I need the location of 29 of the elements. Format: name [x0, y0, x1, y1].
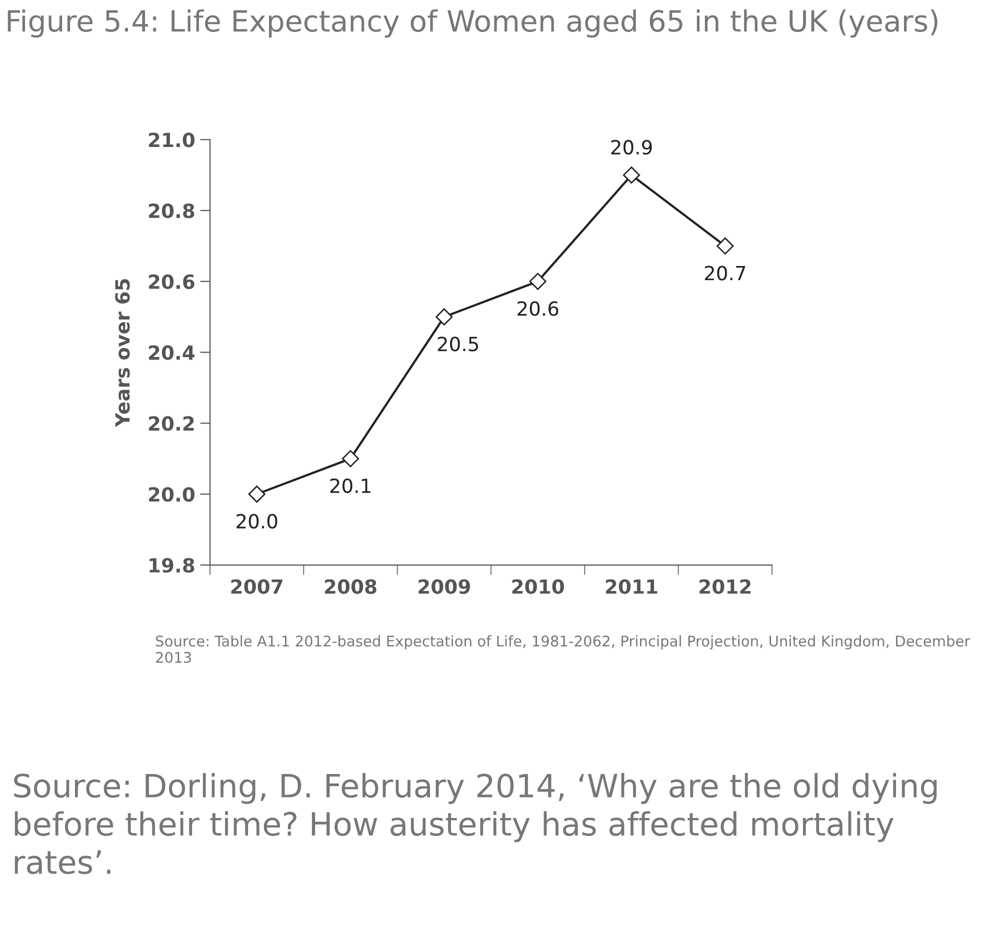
y-axis-title: Years over 65	[115, 279, 130, 428]
source-note: Source: Dorling, D. February 2014, ‘Why are the old dying before their time? How austerity has affected mortality rates’.	[14, 773, 937, 874]
data-label: 20.1	[330, 478, 370, 494]
point	[342, 450, 360, 468]
y-tick-label: 20.2	[148, 416, 194, 431]
y-tick-label: 20.6	[148, 274, 194, 290]
x-tick-label: 2007	[231, 579, 282, 594]
y-tick-label: 20.4	[148, 345, 195, 360]
y-tick-label: 20.8	[148, 203, 194, 218]
y-tick-label: 21.0	[148, 132, 194, 148]
data-label: 20.7	[704, 266, 746, 280]
data-label: 20.6	[518, 301, 558, 316]
point	[529, 272, 546, 290]
point	[622, 166, 640, 184]
source-note: Source: Table A1.1 2012-based Expectation of Life, 1981-2062, Principal Projection, United Kingdom, December 2013	[156, 635, 970, 663]
y-tick-label: 19.8	[150, 558, 194, 573]
point	[436, 308, 453, 326]
chart-title: Figure 5.4: Life Expectancy of Women aged 65 in the UK (years)	[8, 9, 938, 38]
point	[716, 237, 734, 255]
data-label: 20.0	[236, 514, 278, 529]
x-tick-label: 2011	[606, 579, 658, 594]
x-tick-label: 2009	[418, 579, 470, 594]
x-tick-label: 2012	[700, 579, 751, 594]
y-tick-label: 20.0	[148, 487, 194, 502]
data-label: 20.5	[438, 336, 478, 352]
x-tick-label: 2010	[512, 579, 564, 594]
x-tick-label: 2008	[324, 579, 376, 594]
data-label: 20.9	[611, 140, 652, 155]
point	[248, 486, 266, 503]
